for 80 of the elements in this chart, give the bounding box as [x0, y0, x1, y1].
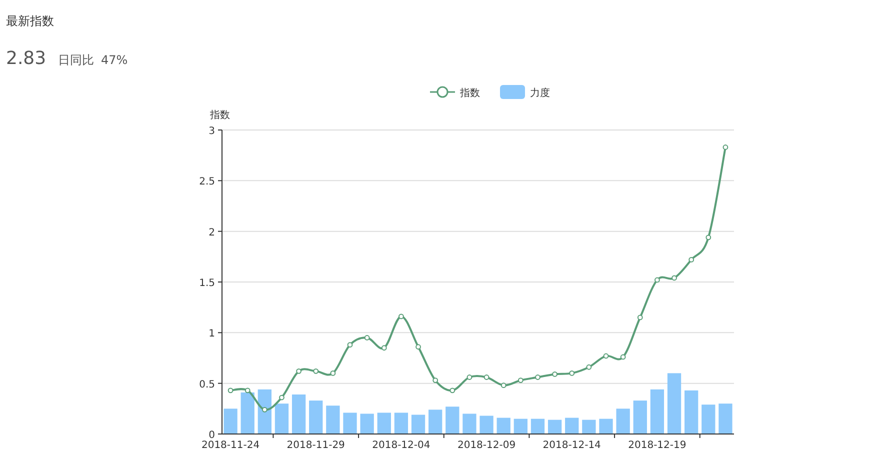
point — [569, 370, 575, 376]
bar — [240, 392, 254, 434]
bar — [224, 408, 238, 434]
point — [416, 344, 421, 350]
bar — [326, 406, 340, 434]
point — [364, 335, 370, 340]
point — [552, 372, 558, 377]
bar — [377, 412, 391, 434]
y-tick-label: 2 — [208, 227, 215, 238]
bar — [633, 400, 647, 434]
bar — [360, 414, 374, 434]
point — [313, 368, 319, 374]
bar — [702, 404, 716, 434]
point — [296, 368, 302, 374]
bar — [548, 420, 562, 434]
point — [688, 257, 694, 262]
point — [450, 388, 456, 394]
text: 最新指数 — [6, 14, 54, 28]
y-tick-label: 0 — [208, 430, 215, 441]
text: 47% — [101, 53, 128, 67]
point — [279, 394, 284, 400]
bar — [514, 418, 528, 434]
bar — [582, 420, 596, 434]
point — [620, 354, 626, 360]
bar — [309, 400, 323, 434]
point — [637, 314, 643, 320]
bar — [274, 404, 289, 434]
y-axis-title: 指数 — [209, 109, 230, 121]
point — [330, 370, 336, 376]
bar — [292, 394, 306, 434]
point — [398, 314, 404, 320]
bar — [411, 414, 426, 434]
x-tick-label: 2018-12-14 — [542, 440, 601, 451]
bar — [565, 418, 579, 434]
x-tick-label: 2018-12-04 — [372, 440, 430, 451]
point — [228, 388, 234, 394]
bar — [684, 390, 698, 434]
point — [500, 382, 506, 388]
point — [381, 345, 387, 351]
bar — [480, 416, 494, 434]
bar — [258, 389, 272, 434]
point — [672, 275, 677, 281]
y-tick-label: 1 — [208, 328, 215, 340]
point — [586, 364, 592, 370]
y-tick-label: 0.5 — [199, 379, 215, 390]
bar — [616, 408, 630, 434]
x-tick-label: 2018-12-09 — [457, 440, 516, 451]
legend-label: 力度 — [530, 87, 550, 99]
bar — [446, 406, 460, 434]
bar — [343, 412, 357, 434]
point — [603, 353, 609, 359]
point — [347, 342, 353, 348]
point — [535, 374, 540, 380]
x-tick-label: 2018-11-24 — [201, 440, 260, 451]
point — [466, 374, 472, 380]
point — [484, 374, 490, 380]
point — [244, 388, 250, 394]
text: 日同比 — [58, 53, 94, 67]
point — [262, 406, 268, 412]
bar — [462, 414, 476, 434]
bar — [718, 404, 732, 434]
x-tick-label: 2018-11-29 — [286, 440, 345, 451]
bar — [496, 418, 510, 434]
point — [432, 378, 438, 383]
y-tick-label: 3 — [208, 126, 215, 137]
point — [654, 277, 660, 283]
bar — [530, 418, 545, 434]
bar — [650, 389, 664, 434]
bar — [599, 418, 613, 434]
point — [706, 234, 712, 240]
bar — [667, 373, 682, 434]
y-tick-label: 2.5 — [199, 176, 215, 188]
text: 2.83 — [6, 48, 46, 69]
bar — [394, 412, 408, 434]
point — [722, 144, 728, 150]
point — [518, 378, 524, 383]
x-tick-label: 2018-12-19 — [628, 440, 686, 451]
y-tick-label: 1.5 — [199, 278, 215, 289]
legend-label: 指数 — [459, 87, 480, 99]
bar — [428, 410, 442, 434]
